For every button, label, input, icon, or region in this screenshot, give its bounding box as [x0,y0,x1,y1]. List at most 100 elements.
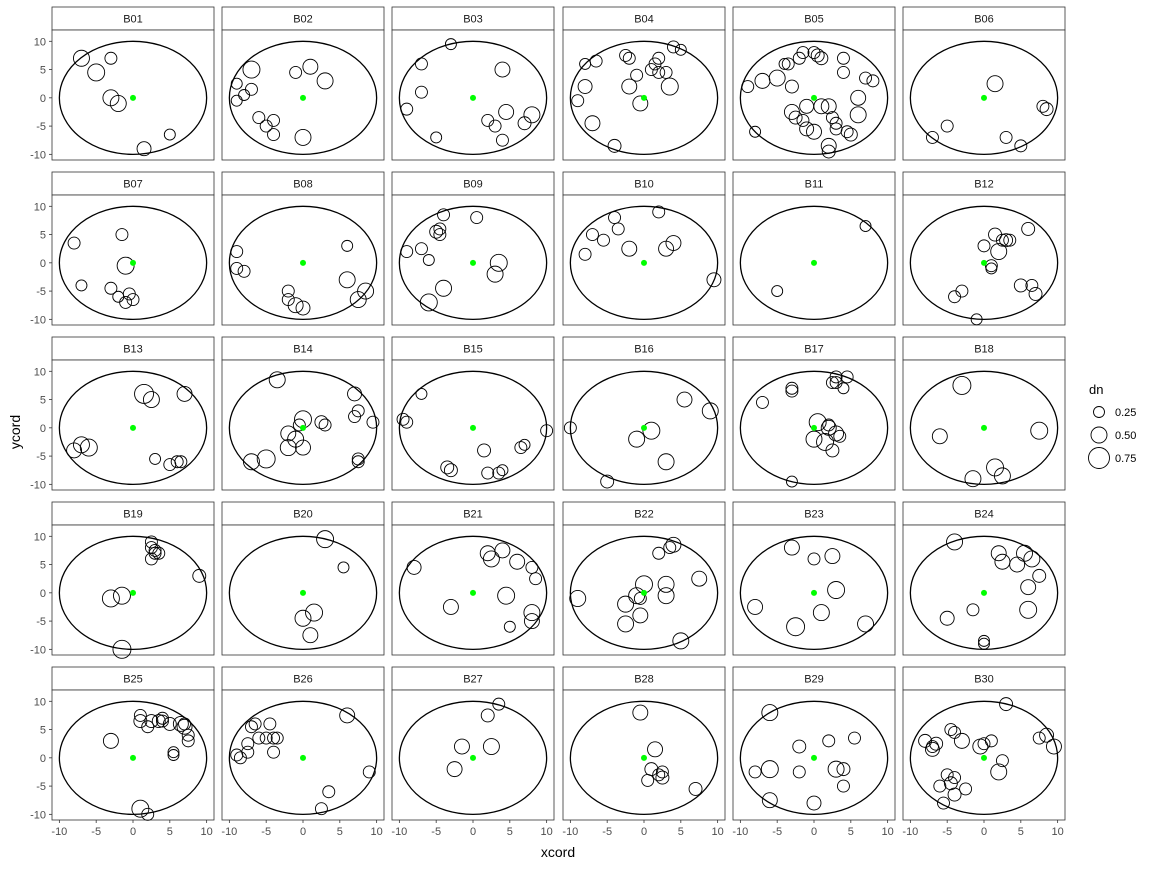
data-point [259,731,273,745]
data-point [857,615,874,633]
facet-panel: B24 [902,501,1066,656]
data-point [241,745,255,759]
x-tick-label: -10 [562,826,578,838]
data-point [701,402,719,420]
legend-key-circle [1088,447,1110,469]
data-point [242,60,261,79]
data-point [149,452,162,465]
facet-panel: B26 -10 -5 0 5 10 [221,666,385,838]
data-point [316,530,335,549]
data-point [245,82,258,96]
center-point [981,589,987,596]
data-point [814,51,829,66]
data-point [946,533,963,551]
data-point [850,89,867,106]
facet-panel: B14 [221,336,385,491]
x-axis-title: xcord [541,844,575,860]
facet-label: B28 [634,674,654,686]
data-point [482,550,500,568]
facet-panel: B23 [732,501,896,656]
data-point [990,763,1008,781]
x-tick-label: 5 [678,826,684,838]
x-tick-label: 5 [1018,826,1024,838]
data-point [230,94,243,107]
x-tick-label: 5 [507,826,513,838]
data-point [978,634,990,647]
data-point [768,69,786,87]
data-point [523,613,540,630]
data-point [486,265,504,283]
data-point [931,428,948,445]
data-point [825,443,840,458]
y-tick-label: 5 [40,230,46,242]
data-point [652,768,666,782]
facet-label: B19 [123,509,143,521]
data-point [822,734,836,748]
center-point [470,754,476,761]
plot-boundary-circle [739,370,889,485]
x-tick-label: -10 [732,826,748,838]
data-point [600,474,615,489]
data-point [820,98,837,115]
facet-panel: B01 10 5 0 -5 -10 [30,6,215,161]
data-point [241,737,255,751]
center-point [470,259,476,266]
data-point [322,785,336,799]
x-tick-label: 10 [882,826,894,838]
data-point [349,291,367,309]
data-point [237,264,251,278]
data-point [786,617,806,637]
data-point [993,467,1011,485]
data-point [837,382,850,395]
facet-panel: B20 [221,501,385,656]
data-point [807,552,821,566]
data-point [563,421,577,435]
data-point [148,546,162,560]
facet-panel: B09 [391,171,555,326]
data-point [281,284,295,298]
data-point [859,71,872,85]
data-point [230,262,244,275]
data-point [109,95,127,112]
y-tick-label: 0 [40,753,46,765]
center-point [130,424,136,431]
data-point [792,765,806,779]
plot-boundary-circle [569,370,719,485]
y-tick-label: -5 [36,616,46,628]
data-point [628,430,646,448]
data-point [1025,278,1039,292]
data-point [482,738,500,755]
center-point [300,259,306,266]
data-point [799,121,815,137]
data-point [144,535,158,549]
y-tick-label: 5 [40,395,46,407]
x-tick-label: -5 [772,826,782,838]
x-tick-label: 0 [300,826,306,838]
data-point [133,708,147,722]
center-point [300,754,306,761]
data-point [952,375,972,395]
data-point [836,762,851,777]
center-point [130,94,136,101]
data-point [933,779,947,793]
data-point [136,141,152,157]
data-point [985,262,998,275]
center-point [811,754,817,761]
x-tick-label: 0 [981,826,987,838]
data-point [314,415,329,430]
legend: dn 0.25 0.50 0.75 [1088,382,1136,469]
center-point [470,94,476,101]
facet-label: B03 [463,14,483,26]
data-point [437,208,450,222]
data-point [577,79,593,94]
data-point [267,128,280,142]
data-point [174,455,188,469]
data-point [584,115,601,132]
data-point [444,38,457,51]
data-point [415,57,428,71]
data-point [156,714,169,728]
center-point [470,589,476,596]
data-point [999,130,1013,144]
